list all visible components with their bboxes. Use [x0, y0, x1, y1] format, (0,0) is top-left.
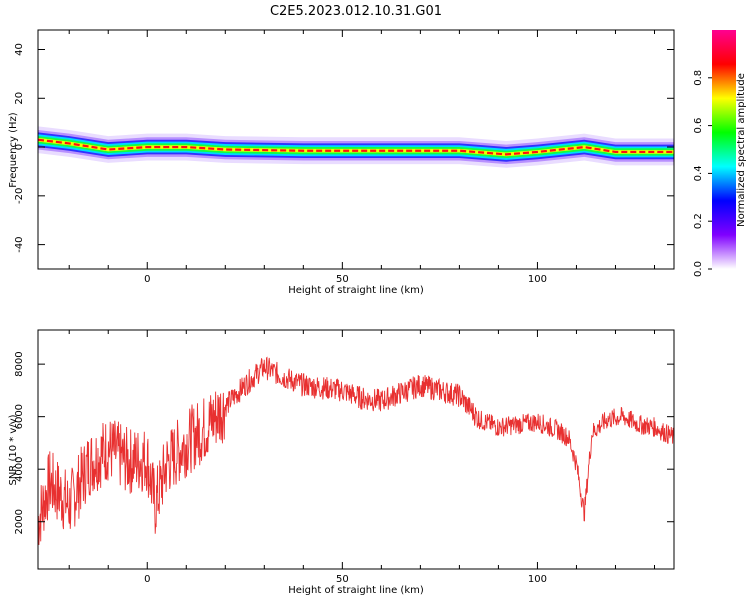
colorbar-ticks: 0.0 0.2 0.4 0.6 0.8	[693, 70, 712, 277]
x-tick-label: 50	[336, 574, 349, 585]
chart-title: C2E5.2023.012.10.31.G01	[270, 4, 442, 19]
x-tick-label: 0	[144, 274, 150, 285]
spectrogram-y-label: Frequency (Hz)	[8, 112, 19, 188]
spectrogram-ticks: 0 50 100 -40 -20 0 20 40	[14, 30, 674, 285]
colorbar-strip	[712, 30, 736, 269]
y-tick-label: 20	[14, 92, 25, 105]
y-tick-label: -20	[14, 188, 25, 204]
spectrogram-panel: 0 50 100 -40 -20 0 20 40 Height of straight lin…	[8, 29, 675, 296]
colorbar-tick-label: 0.8	[693, 70, 704, 86]
snr-panel: 0 50 100 2000 4000 6000 8000 Height of straigh…	[8, 329, 675, 596]
y-tick-label: 0	[14, 144, 25, 150]
colorbar-label: Normalized spectral amplitude	[736, 73, 747, 227]
colorbar-tick-label: 0.4	[693, 165, 704, 181]
y-tick-label: 4000	[14, 456, 25, 481]
spectrogram-frame	[37, 29, 675, 270]
x-tick-label: 100	[528, 274, 547, 285]
y-tick-label: 6000	[14, 404, 25, 429]
spectrogram-peak-ridge	[38, 138, 674, 156]
y-tick-label: 40	[14, 43, 25, 56]
colorbar-tick-label: 0.2	[693, 213, 704, 229]
x-tick-label: 0	[144, 574, 150, 585]
snr-series-line	[38, 356, 674, 545]
y-tick-label: 2000	[14, 509, 25, 534]
x-tick-label: 50	[336, 274, 349, 285]
spectrogram-heatmap	[38, 126, 674, 168]
spectrogram-x-label: Height of straight line (km)	[288, 285, 424, 296]
snr-x-label: Height of straight line (km)	[288, 585, 424, 596]
y-tick-label: -40	[14, 236, 25, 252]
colorbar-tick-label: 0.6	[693, 118, 704, 134]
colorbar-tick-label: 0.0	[693, 261, 704, 277]
y-tick-label: 8000	[14, 351, 25, 376]
x-tick-label: 100	[528, 574, 547, 585]
colorbar: 0.0 0.2 0.4 0.6 0.8 Normalized spectral ampl…	[693, 30, 747, 277]
snr-y-label: SNR (10 * v/v)	[8, 414, 19, 485]
snr-frame	[37, 329, 675, 570]
snr-ticks: 0 50 100 2000 4000 6000 8000	[14, 330, 674, 585]
